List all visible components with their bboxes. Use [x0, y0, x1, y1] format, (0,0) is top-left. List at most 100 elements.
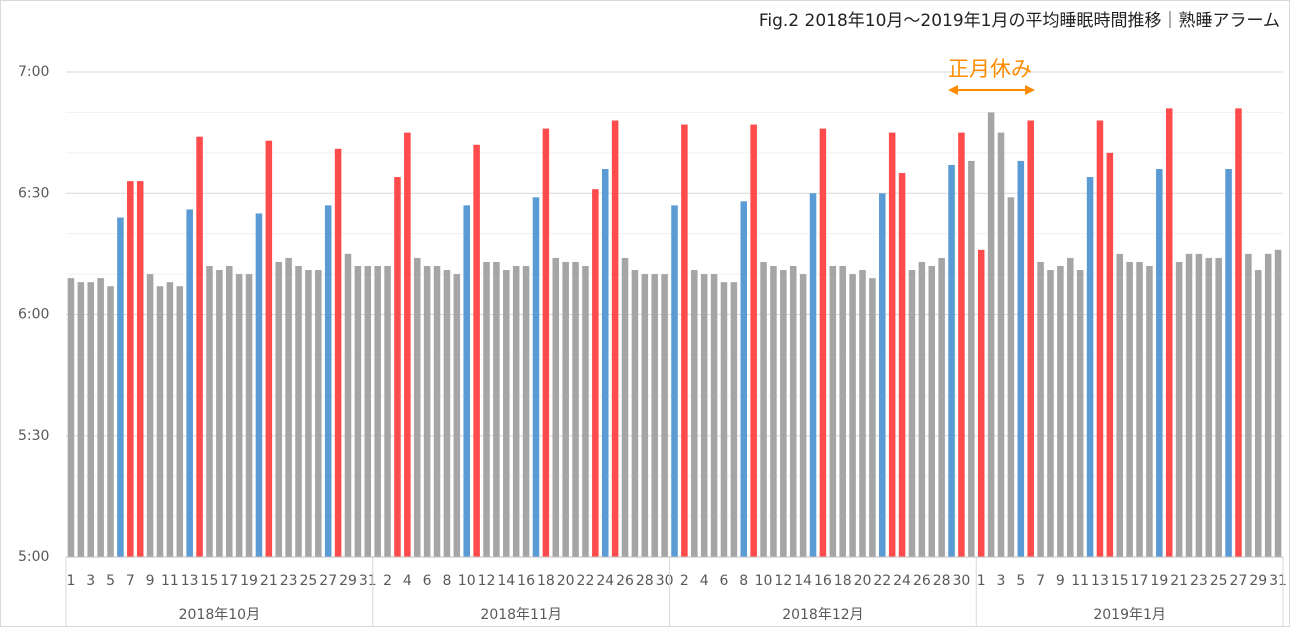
x-tick-label: 5: [106, 573, 115, 589]
bar: [592, 189, 599, 558]
x-tick-label: 6: [423, 573, 432, 589]
bar: [1156, 169, 1163, 557]
bar: [691, 270, 698, 557]
x-tick-label: 22: [873, 573, 891, 589]
bar: [1037, 261, 1044, 557]
bar: [206, 266, 213, 557]
bar: [1027, 120, 1034, 557]
x-tick-label: 6: [720, 573, 729, 589]
bar: [819, 128, 827, 558]
bar: [582, 266, 589, 557]
bar: [740, 201, 748, 558]
bar: [483, 261, 490, 557]
x-tick-label: 22: [577, 573, 595, 589]
x-tick-label: 18: [834, 573, 852, 589]
x-tick-label: 16: [814, 573, 832, 589]
bar: [1215, 257, 1222, 557]
x-tick-label: 24: [893, 573, 911, 589]
bar: [552, 257, 560, 557]
x-tick-label: 9: [1056, 573, 1065, 589]
bar: [879, 193, 886, 557]
bar: [453, 274, 461, 557]
bar: [700, 274, 708, 557]
x-tick-label: 15: [1111, 573, 1129, 589]
bar: [1136, 261, 1143, 557]
x-tick-label: 4: [403, 573, 412, 589]
x-tick-label: 13: [181, 573, 199, 589]
bar: [1195, 253, 1203, 557]
bar: [671, 205, 678, 557]
bar: [463, 205, 470, 557]
x-tick-label: 14: [497, 573, 515, 589]
bar: [997, 132, 1005, 557]
y-tick-label: 6:00: [18, 307, 49, 323]
bar: [958, 132, 965, 557]
bar: [423, 266, 431, 557]
bar: [938, 257, 945, 557]
bar: [324, 205, 332, 557]
x-tick-label: 26: [616, 573, 634, 589]
bar: [127, 181, 134, 557]
x-tick-label: 29: [1249, 573, 1267, 589]
bar: [611, 120, 619, 557]
bar: [859, 270, 866, 557]
bar: [1047, 270, 1054, 557]
bar: [572, 261, 579, 557]
x-tick-label: 19: [240, 573, 258, 589]
bar: [305, 270, 312, 557]
bar: [404, 132, 411, 557]
x-tick-label: 11: [161, 573, 179, 589]
bar: [799, 274, 807, 557]
x-tick-label: 21: [260, 573, 278, 589]
bar: [196, 136, 203, 557]
bar: [918, 261, 926, 557]
bar: [87, 282, 95, 557]
x-tick-label: 30: [656, 573, 674, 589]
x-tick-label: 30: [953, 573, 971, 589]
y-tick-label: 6:30: [18, 185, 49, 201]
bar: [1076, 270, 1084, 557]
bar: [1254, 270, 1262, 557]
x-tick-label: 21: [1170, 573, 1188, 589]
x-tick-label: 13: [1091, 573, 1109, 589]
x-tick-label: 3: [997, 573, 1006, 589]
x-tick-label: 20: [854, 573, 872, 589]
bar: [710, 274, 718, 557]
bar: [255, 213, 263, 558]
bar: [601, 169, 609, 557]
x-tick-label: 8: [739, 573, 748, 589]
bar: [977, 249, 985, 558]
bar: [384, 266, 391, 557]
x-tick-label: 2: [680, 573, 689, 589]
y-tick-label: 5:30: [18, 428, 49, 444]
bar: [176, 286, 184, 557]
x-tick-label: 25: [299, 573, 317, 589]
bar: [235, 274, 243, 557]
x-tick-label: 28: [933, 573, 951, 589]
x-tick-label: 17: [1131, 573, 1149, 589]
bar: [512, 266, 520, 557]
bar: [186, 209, 193, 557]
bar: [1126, 261, 1133, 557]
bar: [888, 132, 896, 557]
bar: [522, 266, 530, 557]
y-tick-label: 5:00: [18, 549, 49, 565]
x-tick-label: 16: [517, 573, 535, 589]
bar: [968, 160, 975, 557]
bar: [1146, 266, 1153, 557]
x-tick-label: 26: [913, 573, 931, 589]
bar: [295, 266, 302, 557]
x-tick-label: 27: [319, 573, 337, 589]
bar: [1225, 169, 1232, 557]
bar: [1106, 152, 1114, 558]
x-tick-label: 2: [383, 573, 392, 589]
month-label: 2018年10月: [179, 607, 260, 623]
bar: [562, 261, 569, 557]
x-tick-label: 15: [201, 573, 219, 589]
bar: [1017, 160, 1025, 557]
x-tick-label: 19: [1150, 573, 1168, 589]
bar: [275, 261, 282, 557]
bar: [839, 266, 846, 557]
bar: [651, 274, 658, 557]
